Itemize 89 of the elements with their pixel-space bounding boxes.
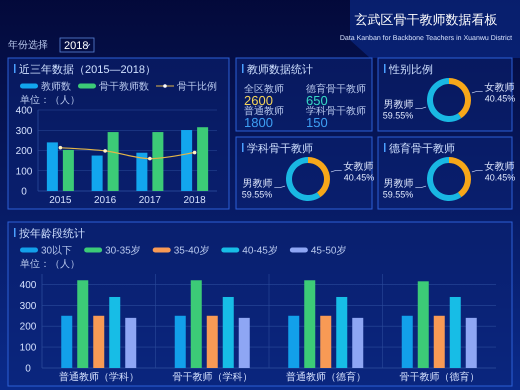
legend-label: 骨干教师数 <box>99 82 149 92</box>
chart-title: 学科骨干教师 <box>247 143 313 155</box>
data-label: 40.45% <box>344 172 374 182</box>
slice-label: 女教师 <box>484 81 515 94</box>
x-tick-label: 2017 <box>138 195 162 206</box>
y-axis-title: 单位：（人） <box>20 258 80 270</box>
donut-slice <box>449 157 471 198</box>
legend-label: 40-45岁 <box>242 244 278 256</box>
bar <box>450 296 461 368</box>
data-label: 40.45% <box>484 93 516 104</box>
bar <box>288 316 300 368</box>
bar <box>222 296 234 368</box>
text: 1800 <box>244 115 273 130</box>
bar <box>77 280 88 368</box>
y-tick-label: 200 <box>20 322 37 333</box>
text: 玄武区骨干教师数据看板 <box>354 12 498 27</box>
text: 150 <box>306 115 328 130</box>
y-tick-label: 0 <box>21 186 28 198</box>
data-label: 40.45% <box>484 172 516 182</box>
text: 2018 <box>64 40 88 52</box>
bar <box>418 281 429 368</box>
slice-label: 女教师 <box>344 160 374 172</box>
bar <box>336 296 348 368</box>
bar <box>206 316 218 368</box>
x-tick-label: 2018 <box>184 195 206 206</box>
text: 学科骨干教师 <box>306 105 366 117</box>
legend-label: 30-35岁 <box>105 244 141 256</box>
bar <box>238 318 250 368</box>
x-tick-label: 普通教师（德育） <box>286 371 366 383</box>
bar <box>61 316 72 368</box>
legend-label: 教师数 <box>41 82 71 92</box>
x-tick-label: 骨干教师（德育） <box>399 371 480 383</box>
text: 普通教师 <box>244 105 284 117</box>
bar <box>320 316 332 368</box>
y-tick-label: 400 <box>20 280 37 291</box>
bar <box>46 142 58 191</box>
donut-slice <box>286 157 320 201</box>
y-axis-title: 单位：（人） <box>20 94 80 106</box>
bar <box>190 280 202 368</box>
bar <box>402 316 413 368</box>
bar <box>197 127 208 191</box>
x-tick-label: 骨干教师（学科） <box>172 371 252 383</box>
bar <box>109 296 120 368</box>
text: 德育骨干教师 <box>306 83 366 95</box>
chart-title: 性别比例 <box>388 63 433 76</box>
donut-slice <box>427 157 462 201</box>
x-tick-label: 普通教师（学科） <box>58 371 139 383</box>
bar <box>108 132 119 191</box>
bar <box>62 150 74 191</box>
bar <box>136 152 148 191</box>
bar <box>93 316 104 368</box>
legend-label: 骨干比例 <box>177 80 217 92</box>
chart-title: 按年龄段统计 <box>19 227 85 240</box>
donut-slice <box>449 78 471 118</box>
x-tick-label: 2016 <box>94 195 117 206</box>
y-tick-label: 300 <box>16 126 33 137</box>
bar <box>92 156 103 191</box>
slice-label: 男教师 <box>383 100 414 111</box>
text: 年份选择 <box>8 39 48 51</box>
bar <box>352 318 364 368</box>
text: 全区教师 <box>244 83 284 95</box>
legend-label: 35-40岁 <box>174 244 210 256</box>
legend-label: 30以下 <box>41 244 72 256</box>
slice-label: 男教师 <box>383 178 414 190</box>
data-label: 59.55% <box>382 110 414 121</box>
bar <box>466 318 477 368</box>
chart-title: 德育骨干教师 <box>389 142 455 155</box>
donut-slice <box>427 78 462 122</box>
legend-label: 45-50岁 <box>310 244 346 256</box>
y-tick-label: 200 <box>16 146 33 157</box>
bar <box>434 316 445 368</box>
y-tick-label: 100 <box>20 342 37 354</box>
text: 教师数据统计 <box>247 63 313 76</box>
y-tick-label: 0 <box>25 364 32 374</box>
data-label: 59.55% <box>382 190 414 200</box>
chart-title: 近三年数据（2015—2018） <box>19 63 156 76</box>
y-tick-label: 100 <box>16 166 33 178</box>
bar <box>125 318 136 368</box>
bar <box>304 280 316 368</box>
x-tick-label: 2015 <box>49 195 72 206</box>
y-tick-label: 400 <box>16 106 33 116</box>
slice-label: 女教师 <box>484 160 515 172</box>
y-tick-label: 300 <box>20 300 37 312</box>
donut-slice <box>308 157 330 198</box>
slice-label: 男教师 <box>242 178 272 190</box>
bar <box>152 132 164 191</box>
bar <box>174 316 186 368</box>
data-label: 59.55% <box>242 190 272 200</box>
bar <box>181 130 192 191</box>
